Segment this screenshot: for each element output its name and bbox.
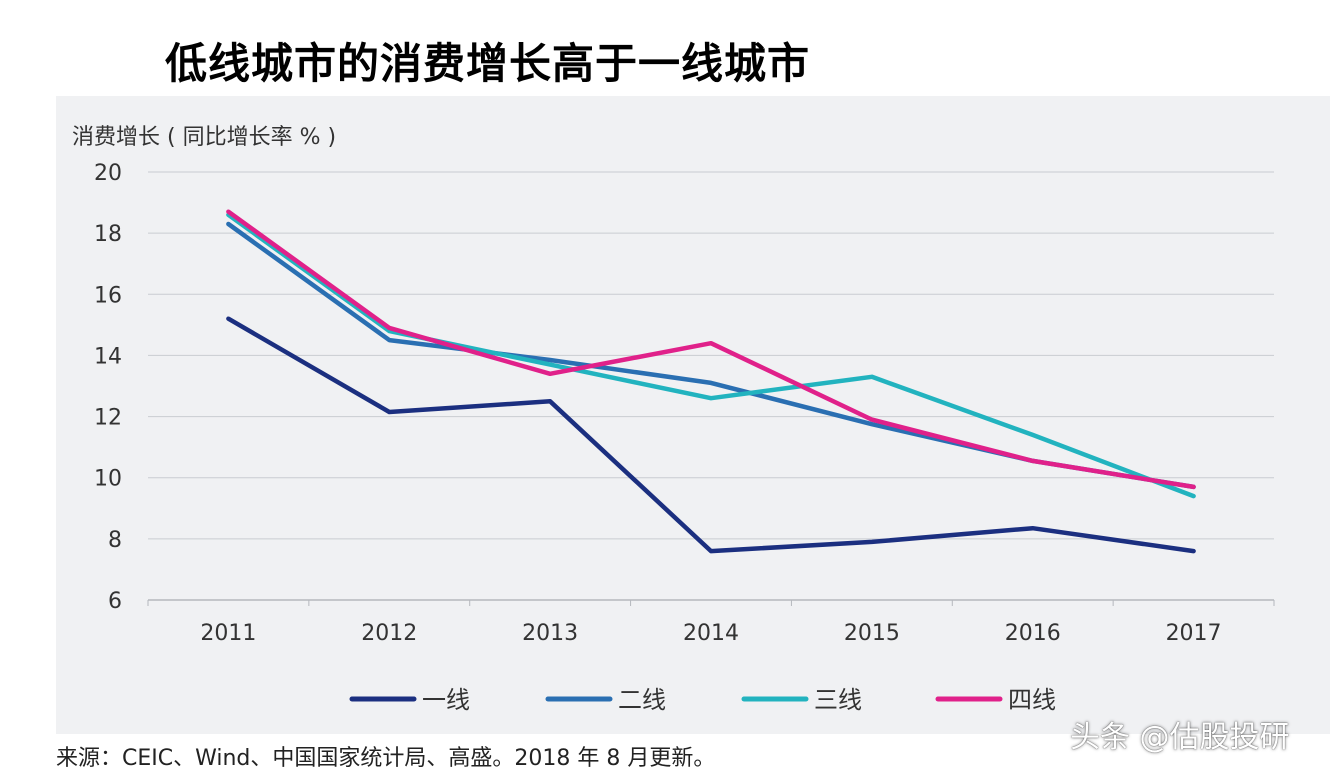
series-line-四线 <box>226 209 1196 490</box>
gridlines <box>148 171 1274 601</box>
y-tick-label: 20 <box>94 161 122 186</box>
y-tick-label: 14 <box>94 344 122 369</box>
source-note: 来源：CEIC、Wind、中国国家统计局、高盛。2018 年 8 月更新。 <box>56 746 716 771</box>
legend-label-三线: 三线 <box>814 686 862 714</box>
y-tick-label: 10 <box>94 467 122 492</box>
y-axis-label: 消费增长 ( 同比增长率 % ) <box>72 125 336 150</box>
series-lines <box>226 209 1196 554</box>
series-line-三线 <box>226 212 1196 499</box>
y-tick-label: 8 <box>108 528 122 553</box>
series-line-一线 <box>226 316 1196 554</box>
legend-label-一线: 一线 <box>422 686 470 714</box>
x-tick-label: 2017 <box>1166 621 1222 646</box>
y-tick-label: 12 <box>94 406 122 431</box>
legend: 一线 二线 三线 四线 <box>349 686 1056 714</box>
legend-label-二线: 二线 <box>618 686 666 714</box>
x-tick-label: 2011 <box>200 621 256 646</box>
x-tick-label: 2014 <box>683 621 739 646</box>
chart-panel <box>56 96 1330 734</box>
x-tick-label: 2013 <box>522 621 578 646</box>
x-tick-label: 2016 <box>1005 621 1061 646</box>
axes: 6 8 10 12 14 16 18 20 2011 2012 2013 2014 2015 2016 20… <box>94 161 1275 646</box>
x-tick-label: 2015 <box>844 621 900 646</box>
watermark: 头条 @估股投研 <box>1070 720 1290 755</box>
y-tick-label: 16 <box>94 283 122 308</box>
legend-label-四线: 四线 <box>1008 686 1056 714</box>
y-tick-label: 6 <box>108 589 122 614</box>
chart-title: 低线城市的消费增长高于一线城市 <box>165 39 811 88</box>
x-tick-label: 2012 <box>361 621 417 646</box>
y-tick-label: 18 <box>94 222 122 247</box>
